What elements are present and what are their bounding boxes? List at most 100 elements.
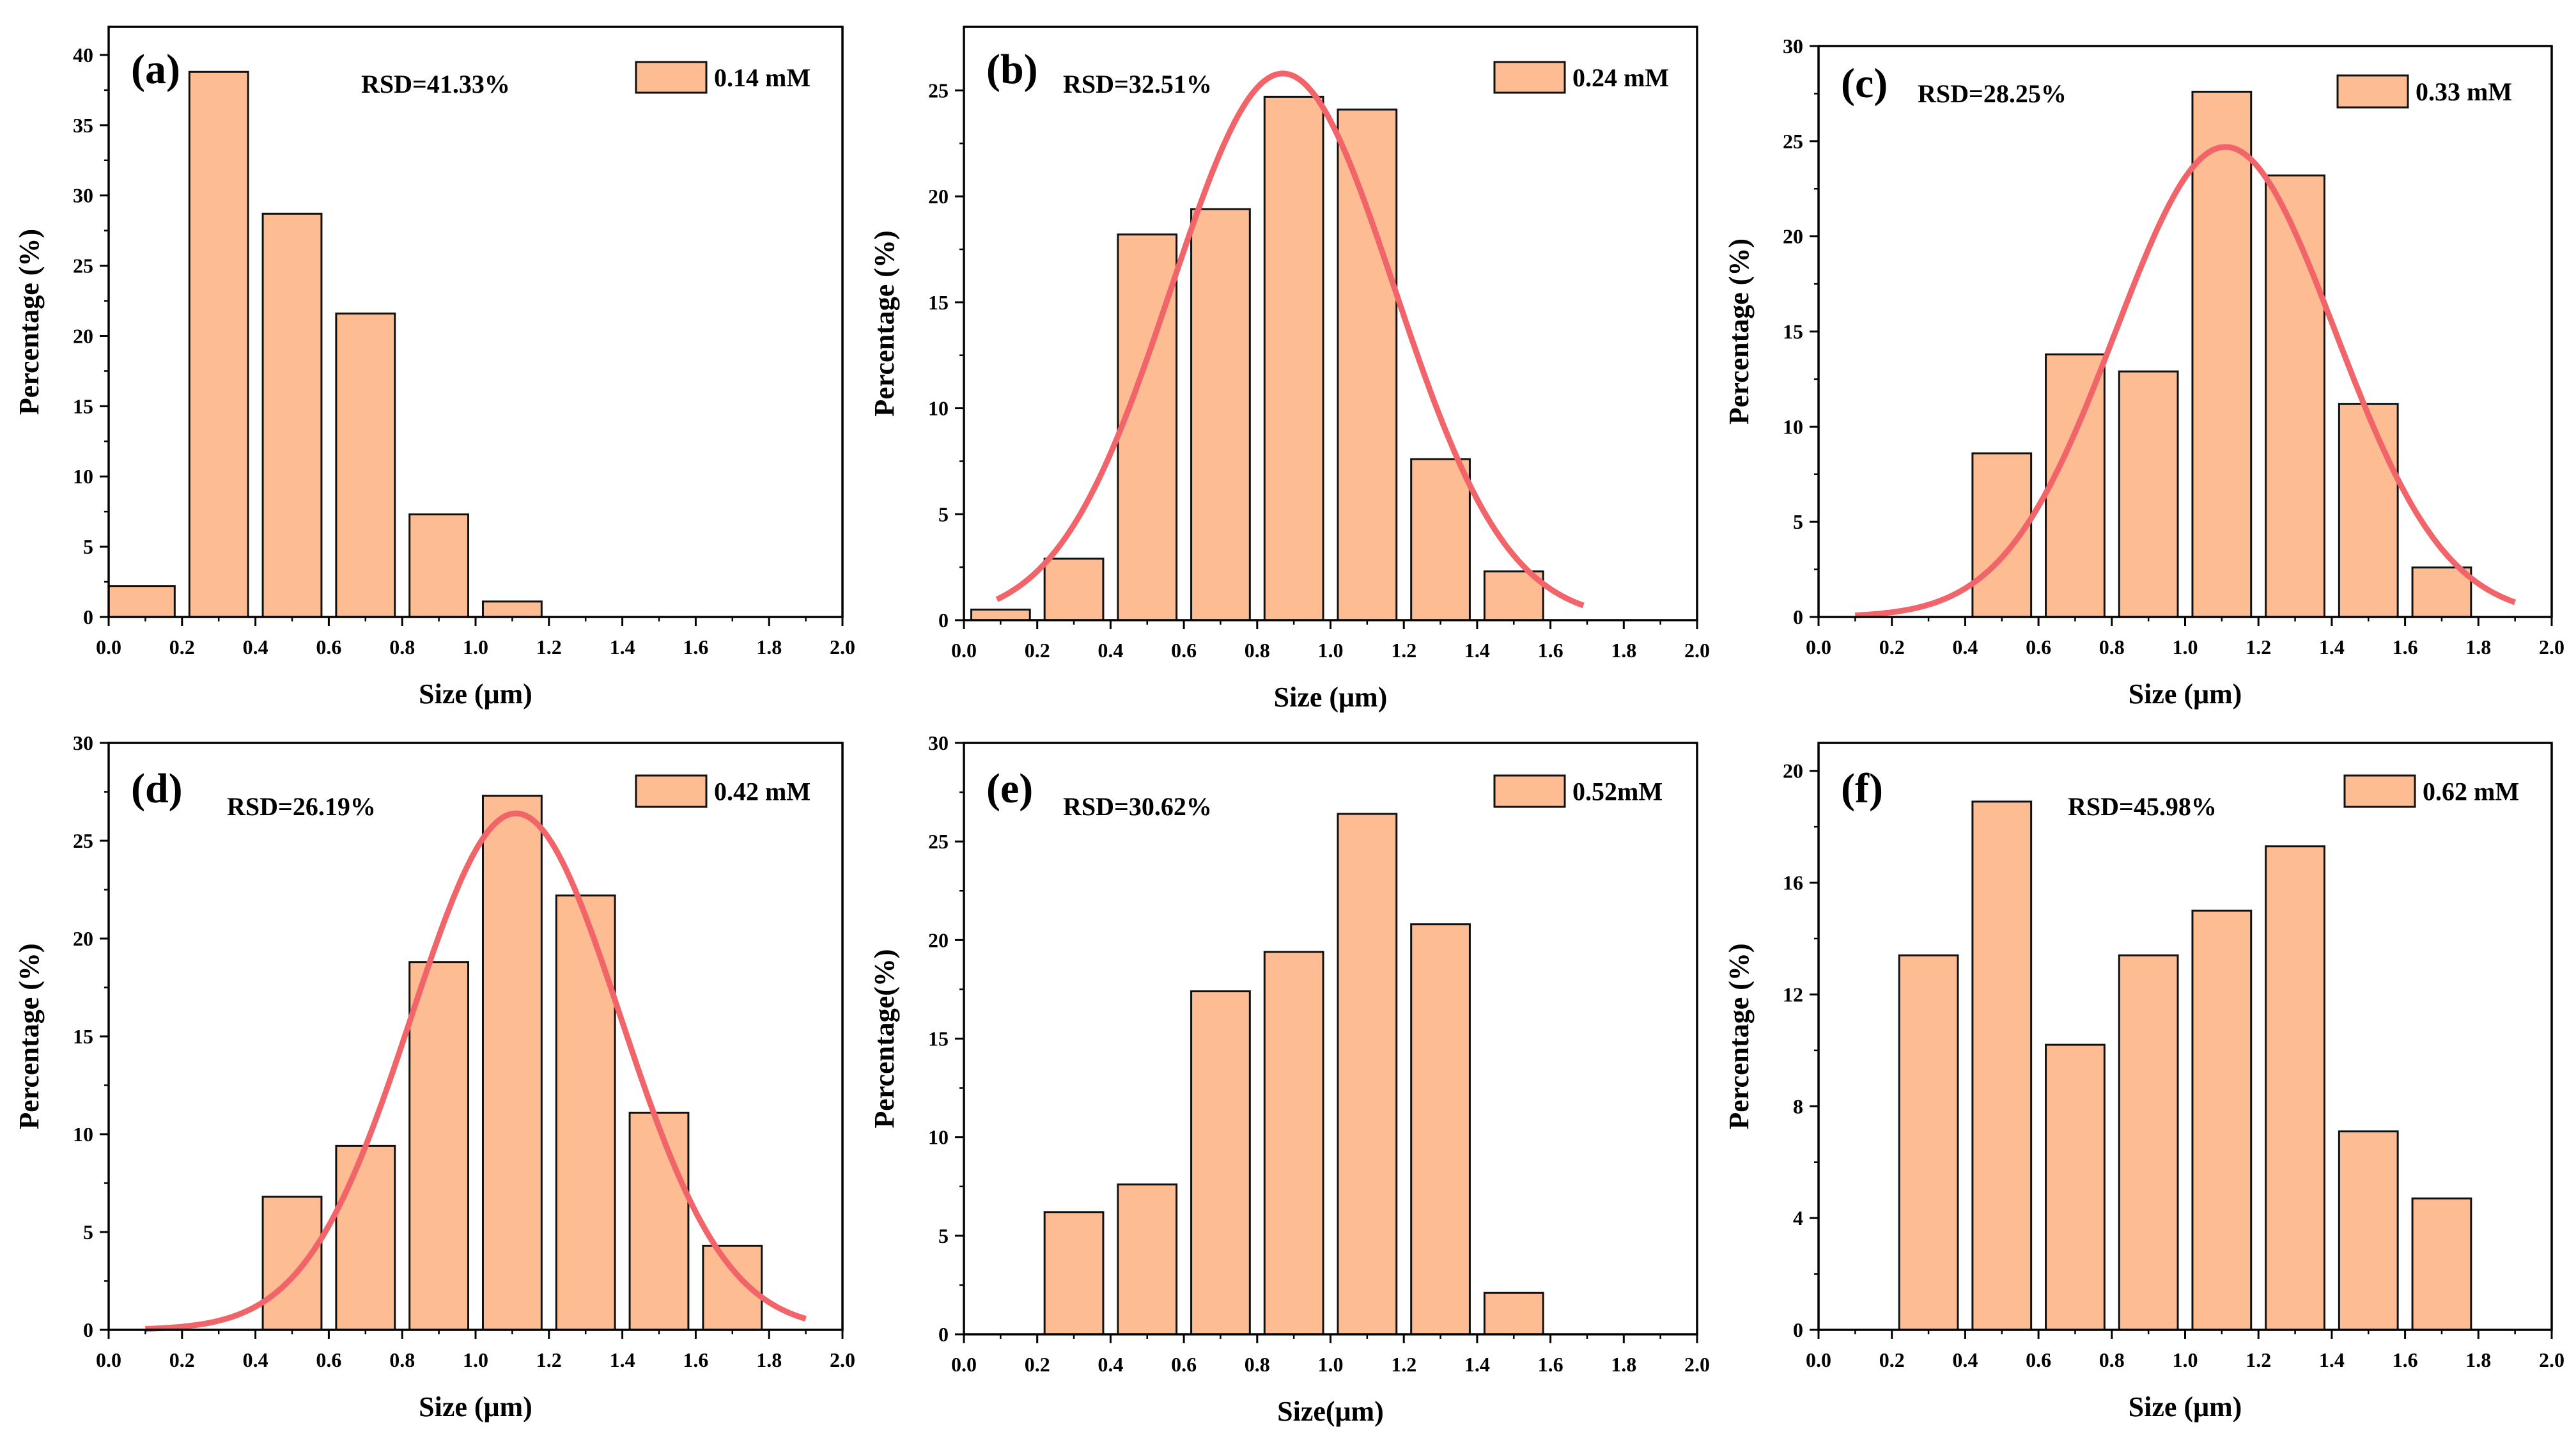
bar (1971, 800, 2033, 1331)
x-tick-label: 1.0 (2173, 636, 2198, 659)
bar (1337, 813, 1398, 1336)
y-tick-label: 0 (83, 1318, 93, 1341)
legend-swatch (635, 774, 708, 808)
x-tick-label: 1.4 (2319, 636, 2345, 659)
bar (1410, 458, 1471, 621)
bar (481, 795, 543, 1331)
panel-b: 0.0 0.2 0.4 0.6 0.8 1.0 1.2 1.4 1.6 1.8 2.0 0 5 10 15 2… (869, 26, 1710, 713)
x-tick-label: 0.0 (1806, 1348, 1831, 1371)
x-axis-title: Size (μm) (419, 678, 532, 710)
bar (408, 961, 470, 1331)
x-tick-label: 0.4 (1098, 1353, 1123, 1376)
plot-frame (1817, 45, 2553, 618)
bar (2265, 845, 2325, 1331)
y-tick-label: 30 (1783, 35, 1803, 58)
legend-swatch (1493, 61, 1566, 94)
x-tick-label: 2.0 (1684, 1353, 1710, 1376)
x-tick-label: 0.6 (316, 1348, 341, 1371)
y-tick-label: 25 (1783, 130, 1803, 153)
x-tick-label: 0.8 (389, 1348, 415, 1371)
plot-frame (107, 742, 844, 1331)
y-axis-title: Percentage (%) (1723, 943, 1755, 1129)
y-tick-label: 0 (938, 1323, 949, 1346)
panel-f: 0.0 0.2 0.4 0.6 0.8 1.0 1.2 1.4 1.6 1.8 2.0 0 4 8 12 16… (1723, 742, 2564, 1423)
legend-label: 0.24 mM (1572, 63, 1669, 92)
y-tick-label: 5 (938, 1224, 949, 1247)
panel-a: 0.0 0.2 0.4 0.6 0.8 1.0 1.2 1.4 1.6 1.8 2.0 0 5 10 15 2… (13, 26, 855, 710)
y-tick-label: 15 (1783, 320, 1803, 343)
bar (1117, 1183, 1178, 1336)
x-axis-title: Size (μm) (2129, 1391, 2242, 1423)
legend-label: 0.42 mM (714, 777, 811, 806)
x-tick-label: 0.6 (1171, 639, 1197, 662)
y-tick-label: 25 (928, 79, 949, 102)
y-tick-label: 5 (83, 1221, 93, 1244)
x-axis-title: Size (μm) (2129, 678, 2242, 710)
x-tick-label: 1.4 (2319, 1348, 2345, 1371)
gaussian-fit-line (1855, 144, 2517, 618)
y-tick-label: 10 (1783, 415, 1803, 438)
panel-label: (d) (131, 765, 183, 812)
y-tick-label: 0 (1793, 605, 1803, 628)
legend-swatch (635, 61, 708, 94)
x-tick-label: 0.0 (951, 639, 977, 662)
legend-label: 0.33 mM (2416, 77, 2512, 106)
y-tick-label: 30 (928, 731, 949, 754)
y-tick-label: 10 (928, 397, 949, 420)
y-tick-label: 10 (73, 465, 93, 488)
x-tick-label: 1.2 (1391, 1353, 1416, 1376)
x-tick-label: 0.0 (96, 1348, 121, 1371)
rsd-annotation: RSD=45.98% (2068, 792, 2217, 821)
bar (1410, 923, 1471, 1336)
panel-label: (b) (986, 46, 1038, 93)
x-axis-title: Size (μm) (419, 1391, 532, 1423)
bar (1263, 95, 1324, 621)
bar (2118, 370, 2179, 618)
y-tick-label: 30 (73, 184, 93, 207)
legend-label: 0.14 mM (714, 63, 811, 92)
panel-e: 0.0 0.2 0.4 0.6 0.8 1.0 1.2 1.4 1.6 1.8 2.0 0 5 10 15 2… (869, 731, 1710, 1427)
x-tick-label: 2.0 (1684, 639, 1710, 662)
y-tick-label: 20 (1783, 760, 1803, 783)
bar (2411, 1197, 2472, 1331)
x-tick-label: 1.8 (1611, 1353, 1636, 1376)
rsd-annotation: RSD=32.51% (1063, 70, 1212, 98)
x-tick-label: 0.6 (316, 636, 341, 659)
bar (261, 1196, 323, 1331)
bar (2045, 1043, 2106, 1331)
bar (335, 1144, 396, 1331)
x-tick-label: 1.6 (1538, 1353, 1563, 1376)
legend-label: 0.62 mM (2423, 777, 2519, 806)
y-axis-title: Percentage(%) (869, 949, 900, 1128)
y-tick-label: 5 (1793, 510, 1803, 533)
x-tick-label: 1.4 (1464, 1353, 1490, 1376)
rsd-annotation: RSD=26.19% (227, 792, 376, 821)
y-tick-label: 30 (73, 731, 93, 754)
x-tick-label: 0.6 (2026, 636, 2051, 659)
x-tick-label: 1.4 (610, 1348, 635, 1371)
bar (188, 70, 249, 618)
y-tick-label: 5 (938, 503, 949, 526)
bar (261, 212, 323, 618)
x-tick-label: 1.8 (2465, 636, 2491, 659)
x-tick-label: 0.4 (1952, 636, 1978, 659)
y-tick-label: 25 (73, 254, 93, 277)
x-tick-label: 1.6 (683, 1348, 708, 1371)
bar (1483, 570, 1544, 621)
x-tick-label: 1.8 (756, 1348, 782, 1371)
legend-swatch (1493, 774, 1566, 808)
x-tick-label: 0.2 (1879, 636, 1905, 659)
x-tick-label: 0.6 (2026, 1348, 2051, 1371)
x-tick-label: 2.0 (830, 1348, 855, 1371)
bar (2338, 403, 2399, 618)
panel-label: (a) (131, 46, 180, 93)
y-axis-title: Percentage (%) (13, 229, 45, 415)
x-tick-label: 1.0 (1318, 1353, 1344, 1376)
y-tick-label: 25 (73, 829, 93, 852)
y-tick-label: 20 (73, 927, 93, 950)
x-tick-label: 0.0 (1806, 636, 1831, 659)
bar (2118, 954, 2179, 1331)
panel-d: 0.0 0.2 0.4 0.6 0.8 1.0 1.2 1.4 1.6 1.8 2.0 0 5 10 15 2… (13, 731, 855, 1423)
gaussian-fit-line (145, 810, 807, 1332)
bar (1898, 954, 1959, 1331)
